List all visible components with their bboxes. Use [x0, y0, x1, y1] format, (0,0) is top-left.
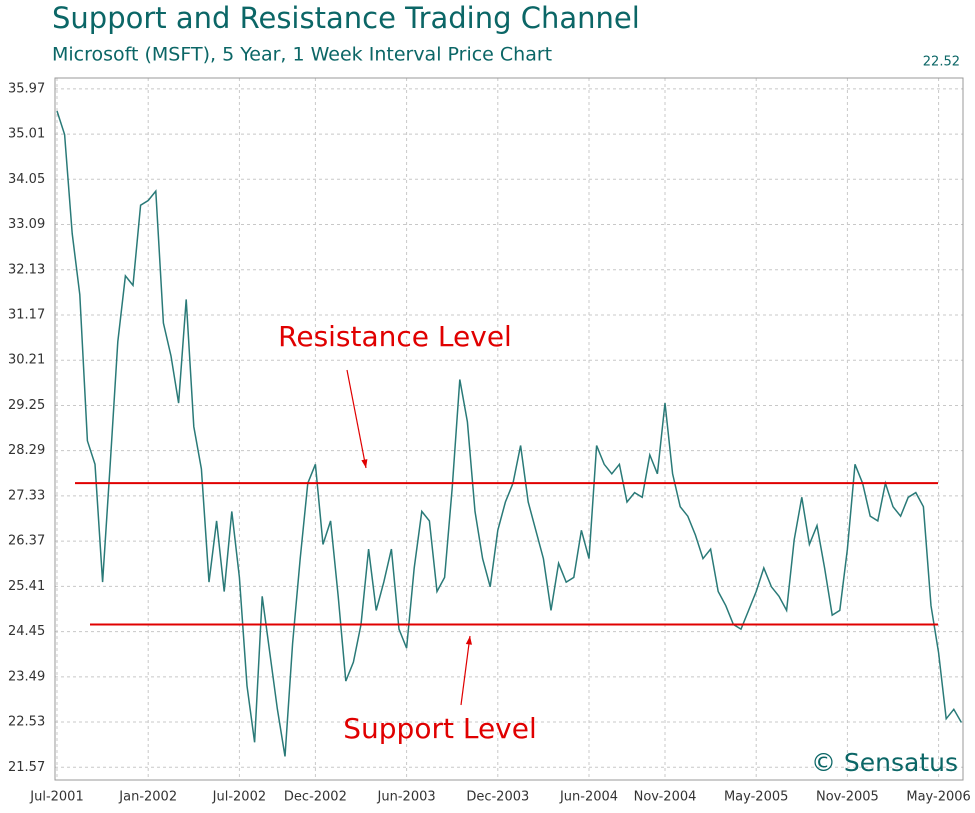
level-label: Support Level — [343, 712, 537, 745]
y-tick-label: 23.49 — [8, 669, 45, 684]
x-tick-label: Nov-2005 — [816, 790, 879, 805]
y-tick-label: 30.21 — [8, 353, 45, 368]
y-tick-label: 21.57 — [8, 760, 45, 775]
x-tick-label: Jun-2004 — [559, 790, 618, 805]
y-tick-label: 35.97 — [8, 81, 45, 96]
last-price: 22.52 — [923, 55, 960, 70]
x-tick-label: Jul-2001 — [29, 790, 83, 805]
y-tick-label: 29.25 — [8, 398, 45, 413]
y-tick-label: 27.33 — [8, 488, 45, 503]
level-label: Resistance Level — [278, 320, 512, 353]
y-tick-label: 32.13 — [8, 262, 45, 277]
y-tick-label: 28.29 — [8, 443, 45, 458]
x-tick-label: Jun-2003 — [377, 790, 436, 805]
x-tick-label: Dec-2002 — [284, 790, 347, 805]
x-tick-label: Dec-2003 — [466, 790, 529, 805]
arrow-shaft — [460, 635, 471, 706]
y-tick-label: 31.17 — [8, 307, 45, 322]
x-tick-label: Jul-2002 — [212, 790, 266, 805]
x-tick-label: Jan-2002 — [118, 790, 177, 805]
y-tick-label: 22.53 — [8, 715, 45, 730]
x-tick-label: May-2006 — [906, 790, 970, 805]
y-tick-label: 25.41 — [8, 579, 45, 594]
arrow-shaft — [346, 369, 367, 469]
y-tick-label: 34.05 — [8, 172, 45, 187]
y-tick-label: 26.37 — [8, 534, 45, 549]
plot-frame — [54, 77, 964, 781]
arrow-head — [465, 636, 472, 645]
arrow-head — [361, 459, 368, 468]
x-tick-label: May-2005 — [724, 790, 788, 805]
y-tick-label: 35.01 — [8, 127, 45, 142]
y-tick-label: 24.45 — [8, 624, 45, 639]
x-tick-label: Nov-2004 — [634, 790, 697, 805]
credit: © Sensatus — [811, 748, 958, 777]
y-tick-label: 33.09 — [8, 217, 45, 232]
chart-subtitle: Microsoft (MSFT), 5 Year, 1 Week Interva… — [52, 44, 552, 66]
price-line — [56, 110, 963, 757]
chart-title: Support and Resistance Trading Channel — [52, 1, 640, 35]
